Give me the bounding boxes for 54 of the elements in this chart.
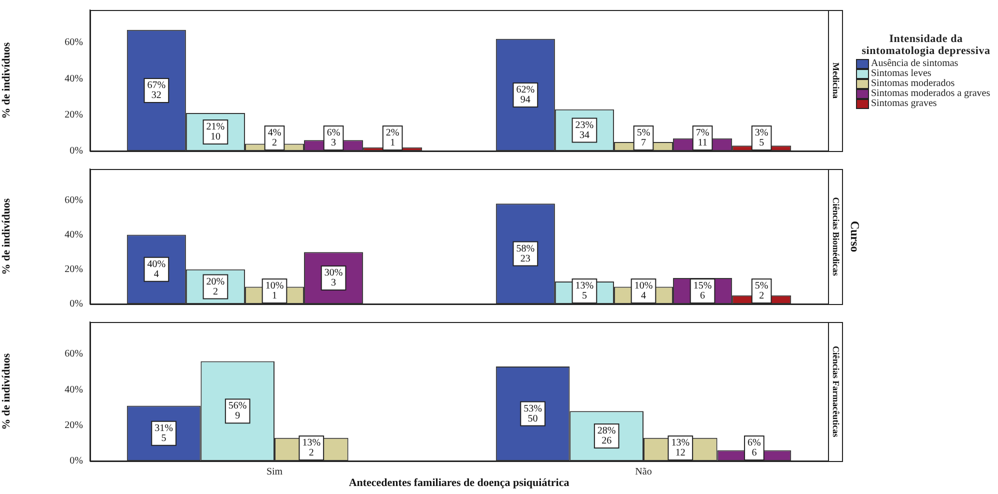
data-label: 13% 12	[671, 438, 690, 459]
y-axis-title: % de indivíduos	[0, 198, 12, 275]
y-tick-label: 20%	[64, 264, 83, 276]
text: Curso	[848, 220, 862, 252]
x-tick-label: Sim	[266, 466, 283, 478]
legend-title: Intensidade da sintomatologia depressiva	[860, 33, 992, 57]
data-label: 2% 1	[386, 128, 400, 149]
y-tick-label: 40%	[64, 384, 83, 396]
y-tick-label: 60%	[64, 194, 83, 206]
y-tick-label: 40%	[64, 229, 83, 240]
legend-label: Sintomas moderados a graves	[871, 88, 990, 99]
data-label: 62% 94	[516, 84, 535, 106]
y-tick-label: 60%	[64, 348, 83, 360]
data-label: 5% 7	[636, 128, 650, 149]
y-tick-label: 20%	[64, 109, 83, 120]
y-tick-label: 60%	[64, 37, 83, 48]
data-label: 28% 26	[597, 426, 616, 447]
data-label: 5% 2	[754, 280, 768, 302]
data-label: 20% 2	[206, 276, 225, 298]
data-label: 6% 3	[326, 128, 340, 149]
data-label: 15% 6	[693, 280, 712, 302]
text: Ciências Biomédicas	[831, 197, 842, 276]
data-label: 21% 10	[206, 122, 225, 143]
legend-label: Sintomas graves	[871, 98, 937, 109]
data-label: 31% 5	[154, 423, 173, 444]
y-axis-title: % de indivíduos	[0, 352, 12, 430]
data-label: 30% 3	[324, 268, 343, 289]
y-tick-label: 0%	[70, 298, 83, 310]
data-label: 3% 5	[754, 128, 768, 149]
legend-label: Sintomas leves	[871, 68, 932, 79]
y-tick-label: 0%	[70, 456, 83, 467]
y-tick-label: 20%	[64, 420, 83, 431]
data-label: 23% 34	[575, 120, 594, 141]
data-label: 10% 1	[265, 280, 284, 302]
data-label: 58% 23	[516, 243, 535, 264]
text: Medicina	[831, 62, 842, 99]
data-label: 6% 6	[748, 438, 761, 459]
y-tick-label: 0%	[70, 146, 83, 157]
data-label: 56% 9	[228, 400, 247, 422]
data-label: 4% 2	[268, 128, 282, 149]
legend-label: Sintomas moderados	[871, 78, 955, 89]
y-axis-title: % de indivíduos	[0, 42, 12, 119]
x-axis-title: Antecedentes familiares de doença psiquiátrica	[348, 477, 570, 490]
data-label: 67% 32	[147, 80, 166, 102]
legend-label: Ausência de sintomas	[871, 58, 958, 69]
data-label: 53% 50	[524, 403, 542, 424]
x-tick-label: Não	[635, 466, 652, 478]
data-label: 13% 5	[575, 280, 594, 302]
data-label: 10% 4	[634, 280, 653, 302]
data-label: 40% 4	[147, 259, 166, 280]
y-tick-label: 40%	[64, 73, 83, 84]
data-label: 7% 11	[696, 128, 710, 149]
data-label: 13% 2	[302, 438, 321, 459]
text: Ciências Farmacêuticas	[831, 346, 842, 438]
